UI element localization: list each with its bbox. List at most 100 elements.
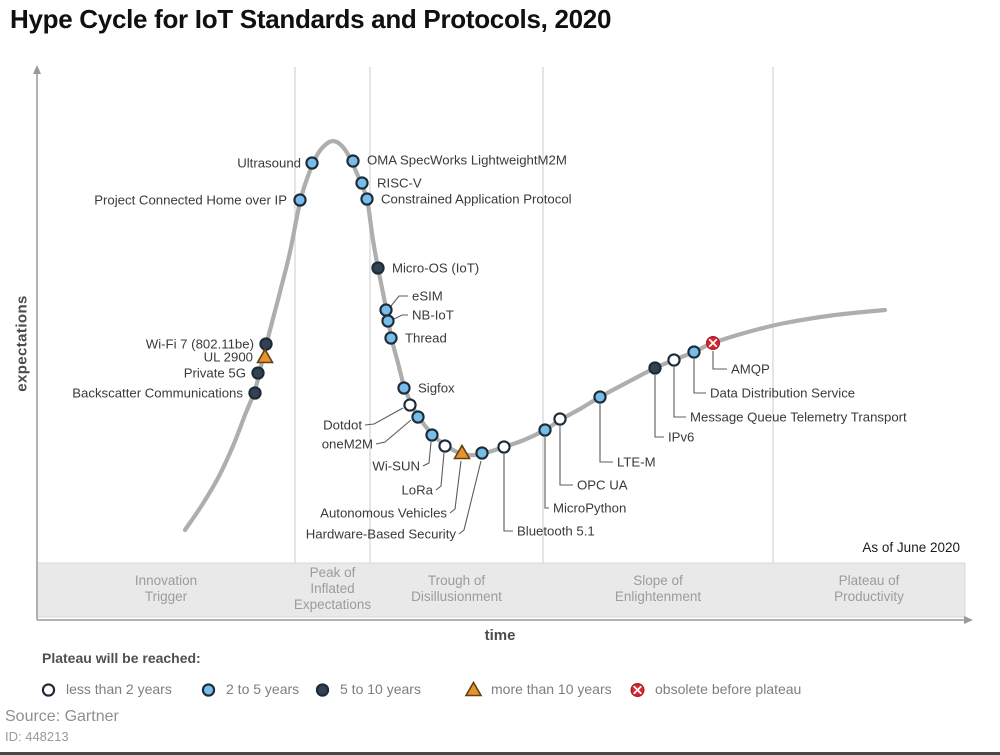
point-label-ultrasound: Ultrasound — [237, 156, 301, 171]
data-point-ipv6: IPv6 — [648, 361, 694, 445]
phase-band — [36, 562, 966, 618]
data-point-oma-specworks-lightweightm2m: OMA SpecWorks LightweightM2M — [346, 153, 567, 168]
data-point-nb-iot: NB-IoT — [381, 308, 454, 328]
point-label-message-queue-telemetry-transport: Message Queue Telemetry Transport — [690, 410, 907, 425]
source-text: Source: Gartner — [5, 708, 119, 725]
data-point-onem2m: oneM2M — [322, 410, 425, 452]
legend-5_to_10-icon — [315, 682, 330, 697]
legend-label: 5 to 10 years — [340, 681, 421, 697]
point-label-risc-v: RISC-V — [377, 176, 422, 191]
data-point-backscatter-communications: Backscatter Communications — [72, 386, 262, 401]
legend-item-5-to-10-years: 5 to 10 years — [313, 679, 421, 699]
data-point-opc-ua: OPC UA — [553, 412, 628, 493]
point-label-dotdot: Dotdot — [323, 418, 362, 433]
point-label-data-distribution-service: Data Distribution Service — [710, 386, 855, 401]
data-point-lora: LoRa — [401, 439, 452, 498]
as-of-date: As of June 2020 — [862, 540, 960, 555]
point-label-project-connected-home-over-ip: Project Connected Home over IP — [94, 193, 287, 208]
data-point-micropython: MicroPython — [538, 423, 626, 516]
point-label-thread: Thread — [405, 331, 447, 346]
legend-heading: Plateau will be reached: — [42, 650, 201, 666]
y-axis-arrow — [33, 65, 41, 74]
point-label-amqp: AMQP — [731, 362, 770, 377]
legend-label: less than 2 years — [66, 681, 172, 697]
leader-lte-m — [599, 404, 613, 463]
point-label-esim: eSIM — [412, 289, 443, 304]
data-point-wi-sun: Wi-SUN — [372, 428, 439, 474]
x-axis-label: time — [484, 627, 516, 644]
leader-dotdot — [364, 407, 404, 426]
point-label-lora: LoRa — [401, 483, 433, 498]
marker-less_than_2-icon — [667, 353, 681, 367]
hype-cycle-chart: Innovation Trigger Peak of Inflated Expectat… — [33, 65, 973, 624]
data-point-thread: Thread — [384, 331, 447, 346]
point-label-wi-fi-7-802-11be: Wi-Fi 7 (802.11be) — [146, 337, 254, 352]
leader-wi-sun — [422, 441, 432, 467]
marker-obsolete-icon-x — [708, 338, 718, 348]
marker-less_than_2-icon — [497, 440, 511, 454]
legend-less_than_2-icon — [41, 682, 56, 697]
legend-label: obsolete before plateau — [655, 681, 802, 697]
marker-2_to_5-icon — [425, 428, 439, 442]
data-point-autonomous-vehicles: Autonomous Vehicles — [320, 443, 471, 521]
phase-label-plateau-of-productivity: Plateau of Productivity — [834, 573, 904, 604]
data-point-private-5g: Private 5G — [184, 366, 265, 381]
point-label-autonomous-vehicles: Autonomous Vehicles — [320, 506, 447, 521]
data-point-lte-m: LTE-M — [593, 390, 656, 470]
marker-5_to_10-icon — [248, 386, 262, 400]
legend-item-2-to-5-years: 2 to 5 years — [199, 679, 299, 699]
bottom-border — [0, 752, 1000, 755]
leader-opc-ua — [559, 426, 573, 486]
point-label-nb-iot: NB-IoT — [412, 308, 454, 323]
data-point-hardware-based-security: Hardware-Based Security — [306, 446, 489, 542]
marker-less_than_2-icon — [403, 398, 417, 412]
leader-bluetooth-5-1 — [503, 454, 513, 532]
legend-2_to_5-icon — [201, 682, 216, 697]
leader-nb-iot — [393, 314, 408, 320]
data-point-ul-2900: UL 2900 — [204, 347, 274, 365]
marker-2_to_5-icon — [346, 154, 360, 168]
marker-5_to_10-icon — [648, 361, 662, 375]
phase-label-peak-of-inflated-expectations: Peak of Inflated Expectations — [294, 565, 372, 612]
marker-2_to_5-icon — [201, 682, 216, 697]
marker-2_to_5-icon — [381, 314, 395, 328]
leader-autonomous-vehicles — [449, 460, 462, 514]
legend-obsolete-icon — [630, 682, 645, 697]
point-label-sigfox: Sigfox — [418, 381, 455, 396]
point-label-ipv6: IPv6 — [668, 430, 694, 445]
data-point-bluetooth-5-1: Bluetooth 5.1 — [497, 440, 595, 539]
data-point-constrained-application-protocol: Constrained Application Protocol — [360, 192, 572, 207]
leader-ipv6 — [654, 375, 664, 438]
marker-5_to_10-icon — [315, 682, 330, 697]
leader-lora — [435, 452, 445, 491]
marker-2_to_5-icon — [411, 410, 425, 424]
data-point-amqp: AMQP — [705, 336, 770, 377]
marker-5_to_10-icon — [251, 366, 265, 380]
legend-item-more-than-10-years: more than 10 years — [464, 679, 612, 699]
leader-data-distribution-service — [693, 359, 706, 394]
marker-2_to_5-icon — [397, 381, 411, 395]
leader-micropython — [544, 437, 549, 509]
marker-2_to_5-icon — [384, 331, 398, 345]
source-id: ID: 448213 — [5, 729, 69, 744]
marker-2_to_5-icon — [593, 390, 607, 404]
data-point-wi-fi-7-802-11be: Wi-Fi 7 (802.11be) — [146, 337, 273, 352]
marker-2_to_5-icon — [293, 193, 307, 207]
marker-less_than_2-icon — [438, 439, 452, 453]
page-title: Hype Cycle for IoT Standards and Protoco… — [10, 4, 612, 34]
marker-5_to_10-icon — [259, 337, 273, 351]
point-label-opc-ua: OPC UA — [577, 478, 628, 493]
phase-label-innovation-trigger: Innovation Trigger — [135, 573, 197, 604]
y-axis-label: expectations — [13, 295, 31, 392]
leader-amqp — [712, 351, 727, 370]
marker-2_to_5-icon — [305, 156, 319, 170]
point-label-constrained-application-protocol: Constrained Application Protocol — [381, 192, 572, 207]
phase-label-slope-of-enlightenment: Slope of Enlightenment — [615, 573, 702, 604]
hype-curve — [182, 138, 888, 533]
point-label-wi-sun: Wi-SUN — [372, 459, 420, 474]
data-point-dotdot: Dotdot — [323, 398, 417, 433]
point-label-private-5g: Private 5G — [184, 366, 246, 381]
leader-message-queue-telemetry-transport — [673, 367, 686, 418]
point-label-oma-specworks-lightweightm2m: OMA SpecWorks LightweightM2M — [367, 153, 567, 168]
